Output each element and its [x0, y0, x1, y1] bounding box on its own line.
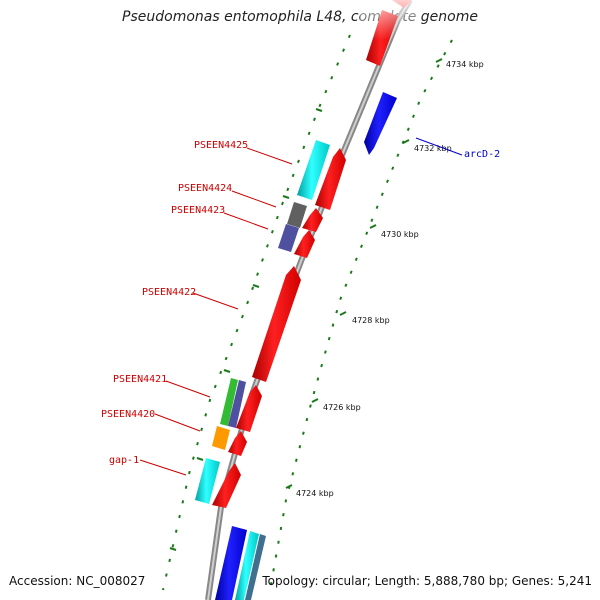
inner-major-ticks [169, 108, 323, 551]
accession-text: Accession: NC_008027 [9, 574, 146, 588]
gene-PSEEN4425[interactable] [297, 140, 330, 200]
gene-PSEEN4422[interactable] [252, 266, 301, 382]
genome-backbone-highlight [207, 0, 411, 600]
gene-label-PSEEN4420: PSEEN4420 [101, 409, 155, 420]
gene-label-PSEEN4423: PSEEN4423 [171, 205, 225, 216]
PSEEN4422-leader [192, 292, 239, 310]
kbp-ticks: 4734 kbp 4732 kbp 4730 kbp 4728 kbp 4726… [285, 58, 484, 498]
gene-PSEEN4424-red[interactable] [302, 208, 323, 232]
gene-gap-1[interactable] [195, 458, 220, 504]
tick-label-4732: 4732 kbp [414, 144, 452, 153]
tick-ring-inner [162, 34, 351, 591]
arcD-2-leader [415, 137, 463, 156]
PSEEN4424-leader [231, 190, 277, 208]
gene-PSEEN4425-red[interactable] [315, 148, 346, 210]
top-fade [360, 0, 420, 40]
gene-PSEEN4421-purple[interactable] [228, 380, 246, 428]
gene-PSEEN4424[interactable] [287, 202, 307, 228]
gene-PSEEN4423[interactable] [278, 224, 299, 252]
tick-label-4728: 4728 kbp [352, 316, 390, 325]
tick-label-4730: 4730 kbp [381, 230, 419, 239]
PSEEN4421-leader [165, 380, 211, 398]
gene-PSEEN4421-green[interactable] [220, 378, 238, 426]
gene-PSEEN4421-red[interactable] [236, 385, 262, 432]
gene-label-gap-1: gap-1 [109, 455, 139, 466]
tick-label-4734: 4734 kbp [446, 60, 484, 69]
gap-1-leader [139, 459, 187, 476]
gene-gap-1-red[interactable] [212, 463, 241, 508]
genome-backbone [205, 0, 413, 600]
gene-PSEEN4420[interactable] [212, 426, 230, 450]
gene-PSEEN4420-red[interactable] [228, 431, 247, 456]
tick-ring-outer [269, 39, 453, 591]
gene-bottom-slate[interactable] [245, 534, 266, 600]
gene-label-PSEEN4424: PSEEN4424 [178, 183, 232, 194]
gene-PSEEN4423-red[interactable] [294, 230, 315, 258]
tick-label-4724: 4724 kbp [296, 489, 334, 498]
gene-bottom-blue[interactable] [215, 526, 247, 600]
topology-text: Topology: circular; Length: 5,888,780 bp… [262, 574, 592, 588]
gene-arcD-2[interactable] [364, 92, 397, 155]
PSEEN4423-leader [223, 212, 269, 230]
gene-label-PSEEN4421: PSEEN4421 [113, 374, 167, 385]
tick-label-4726: 4726 kbp [323, 403, 361, 412]
gene-label-PSEEN4422: PSEEN4422 [142, 287, 196, 298]
gene-label-arcD-2: arcD-2 [464, 149, 500, 160]
gene-label-PSEEN4425: PSEEN4425 [194, 140, 248, 151]
PSEEN4420-leader [154, 413, 201, 432]
PSEEN4425-leader [246, 147, 293, 165]
gene-bottom-cyan[interactable] [235, 531, 259, 600]
